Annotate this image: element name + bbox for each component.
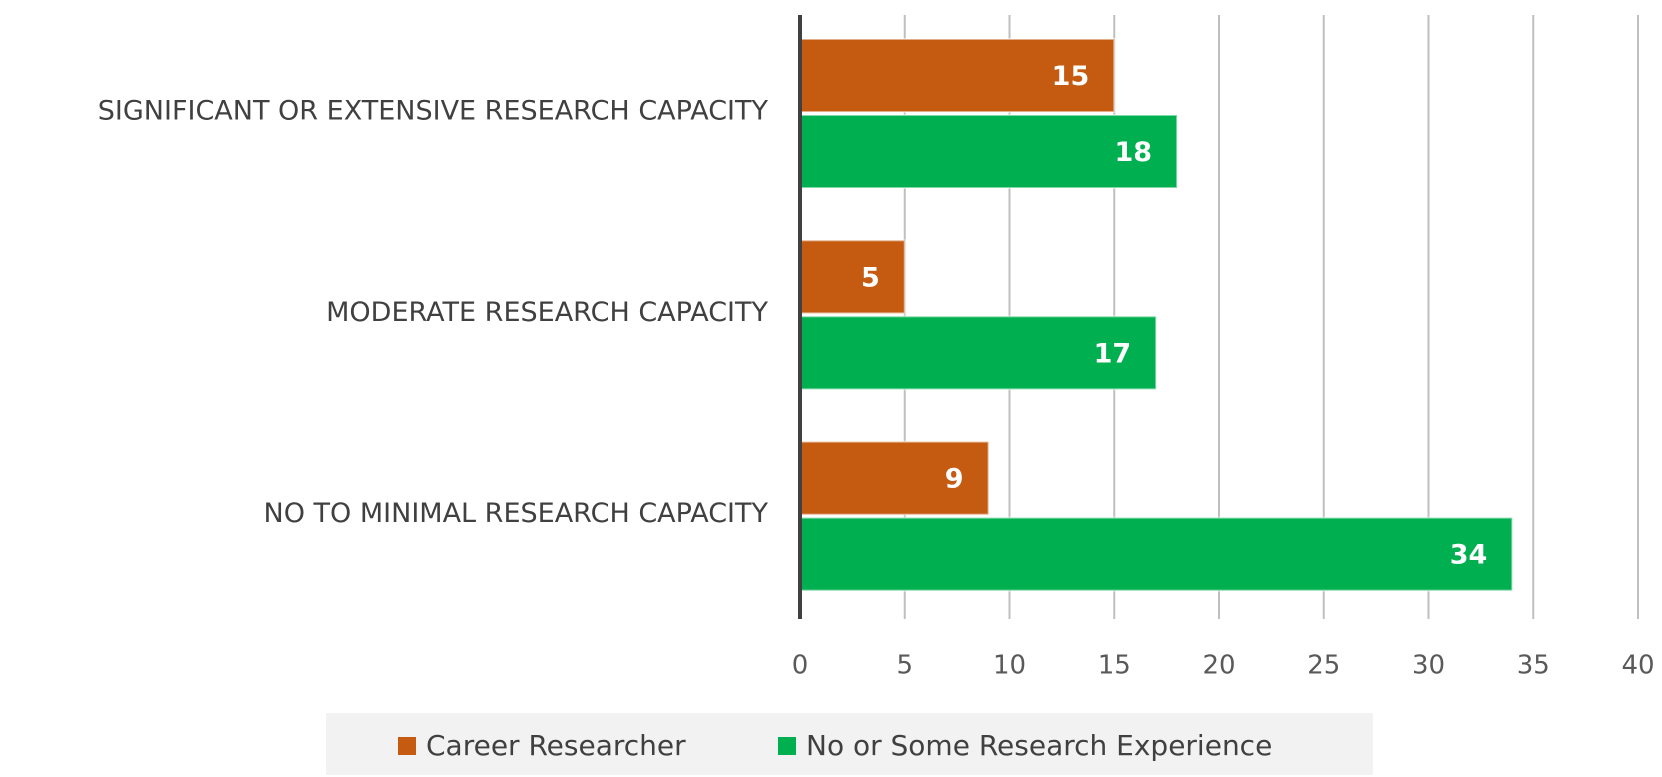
bar [799,38,1116,113]
legend-swatch [398,737,416,755]
x-tick-label: 20 [1202,651,1235,681]
data-label: 15 [1052,61,1090,92]
x-tick-label: 30 [1412,651,1445,681]
legend-label: No or Some Research Experience [806,729,1272,762]
bar [799,315,1158,391]
x-tick-label: 10 [993,651,1026,681]
x-tick-label: 5 [896,651,913,681]
category-label: MODERATE RESEARCH CAPACITY [326,297,768,328]
data-label: 5 [861,262,880,293]
bar [799,516,1514,592]
category-label: NO TO MINIMAL RESEARCH CAPACITY [264,498,769,529]
data-label: 17 [1094,338,1132,369]
bar [799,239,906,315]
bar [799,440,990,516]
x-tick-label: 25 [1307,651,1340,681]
x-tick-label: 40 [1621,651,1654,681]
data-label: 18 [1115,137,1153,168]
legend-label: Career Researcher [426,729,686,762]
legend-box [326,713,1373,775]
bar [799,114,1179,189]
data-label: 9 [945,464,964,495]
data-label: 34 [1450,540,1488,571]
x-tick-label: 35 [1517,651,1550,681]
category-label: SIGNIFICANT OR EXTENSIVE RESEARCH CAPACI… [98,96,769,127]
x-tick-label: 0 [792,651,809,681]
legend-swatch [778,737,796,755]
x-tick-label: 15 [1098,651,1131,681]
